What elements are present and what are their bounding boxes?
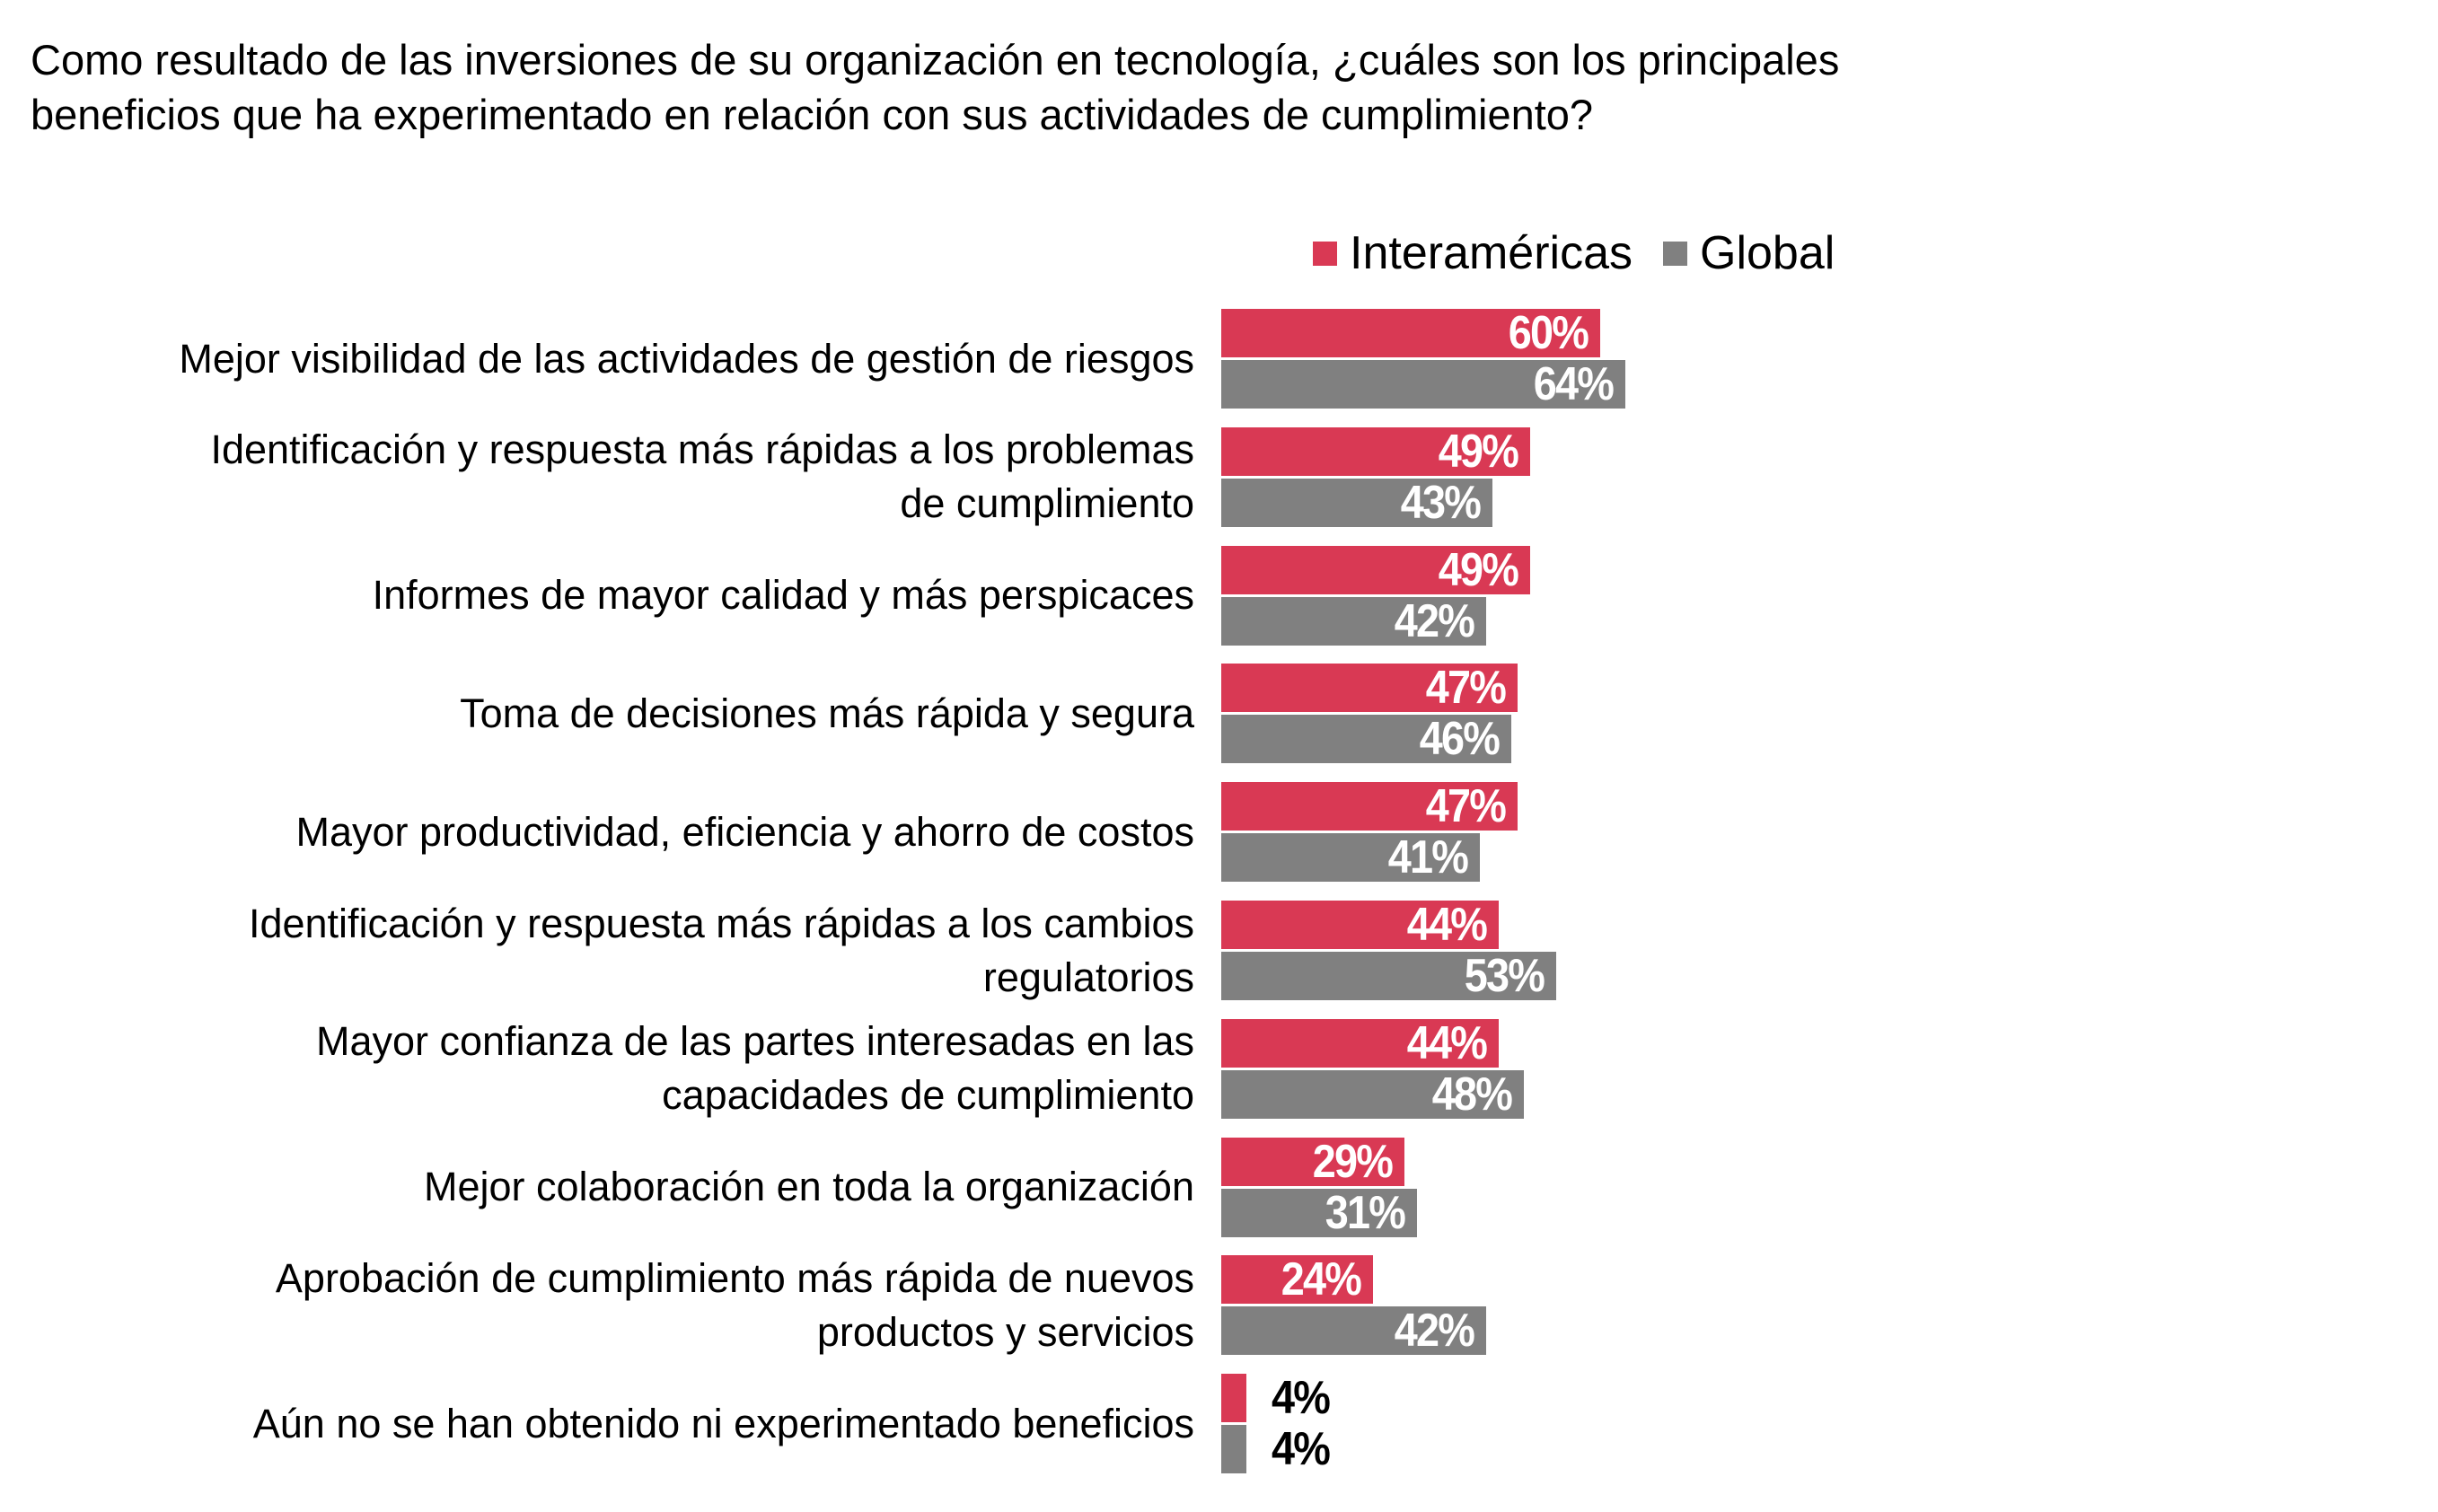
category-label-line: Mayor productividad, eficiencia y ahorro… bbox=[295, 808, 1194, 855]
legend-label: Global bbox=[1700, 227, 1835, 279]
bar-interamericas bbox=[1221, 782, 1518, 831]
category-label: Aún no se han obtenido ni experimentado … bbox=[27, 1374, 1194, 1473]
legend-swatch-global bbox=[1663, 241, 1687, 266]
category-label-line: Mejor visibilidad de las actividades de … bbox=[179, 335, 1194, 382]
data-label: 42% bbox=[1394, 594, 1475, 647]
data-label: 48% bbox=[1432, 1068, 1513, 1121]
category-label-line: Mayor confianza de las partes interesada… bbox=[315, 1018, 1194, 1065]
category-label-line: Mejor colaboración en toda la organizaci… bbox=[423, 1164, 1194, 1210]
data-label: 47% bbox=[1426, 662, 1507, 715]
data-label: 64% bbox=[1533, 358, 1615, 410]
legend-label: Interaméricas bbox=[1350, 227, 1633, 279]
category-label-line: de cumplimiento bbox=[900, 480, 1194, 527]
category-label-line: Identificación y respuesta más rápidas a… bbox=[248, 900, 1194, 946]
bar-interamericas bbox=[1221, 426, 1531, 476]
bar-interamericas bbox=[1221, 545, 1531, 594]
category-label: Aprobación de cumplimiento más rápida de… bbox=[27, 1255, 1194, 1355]
data-label: 41% bbox=[1387, 831, 1469, 884]
data-label: 24% bbox=[1281, 1253, 1361, 1306]
bar-interamericas bbox=[1221, 1018, 1500, 1068]
category-label: Identificación y respuesta más rápidas a… bbox=[27, 901, 1194, 1000]
bar-global bbox=[1221, 1306, 1487, 1356]
category-label-line: Aprobación de cumplimiento más rápida de… bbox=[275, 1254, 1194, 1301]
data-label: 49% bbox=[1439, 543, 1519, 596]
legend-swatch-interamericas bbox=[1313, 241, 1337, 266]
data-label: 49% bbox=[1439, 425, 1519, 478]
data-label: 44% bbox=[1407, 899, 1488, 951]
category-label-line: productos y servicios bbox=[816, 1308, 1194, 1355]
legend-item-global: Global bbox=[1663, 226, 1835, 280]
data-label: 4% bbox=[1272, 1423, 1331, 1476]
category-label-line: Toma de decisiones más rápida y segura bbox=[460, 690, 1194, 736]
data-label: 47% bbox=[1426, 780, 1507, 833]
legend-item-interamericas: Interaméricas bbox=[1313, 226, 1633, 280]
data-label: 31% bbox=[1325, 1186, 1406, 1239]
chart-title: Como resultado de las inversiones de su … bbox=[31, 32, 2275, 142]
bar-interamericas bbox=[1221, 1137, 1404, 1186]
category-label: Toma de decisiones más rápida y segura bbox=[27, 664, 1194, 763]
data-label: 43% bbox=[1401, 476, 1482, 529]
bar-interamericas bbox=[1221, 664, 1518, 713]
category-label: Mejor visibilidad de las actividades de … bbox=[27, 309, 1194, 409]
bar-global bbox=[1221, 360, 1625, 409]
bar-interamericas bbox=[1221, 901, 1500, 949]
legend: Interaméricas Global bbox=[1313, 226, 1865, 280]
category-label-line: regulatorios bbox=[982, 954, 1194, 1000]
category-label: Mayor productividad, eficiencia y ahorro… bbox=[27, 782, 1194, 882]
bar-global bbox=[1221, 1188, 1417, 1237]
bar-global bbox=[1221, 1069, 1525, 1119]
category-label-line: capacidades de cumplimiento bbox=[662, 1072, 1194, 1119]
category-label: Mayor confianza de las partes interesada… bbox=[27, 1018, 1194, 1119]
data-label: 42% bbox=[1394, 1305, 1475, 1358]
bar-interamericas bbox=[1221, 1374, 1247, 1423]
bar-global bbox=[1221, 952, 1556, 1000]
bar-global bbox=[1221, 478, 1493, 527]
data-label: 46% bbox=[1420, 713, 1501, 766]
category-label-line: Informes de mayor calidad y más perspica… bbox=[372, 572, 1194, 619]
bar-global bbox=[1221, 833, 1481, 883]
title-line: beneficios que ha experimentado en relac… bbox=[31, 91, 1594, 138]
category-label: Informes de mayor calidad y más perspica… bbox=[27, 546, 1194, 646]
bar-interamericas bbox=[1221, 309, 1600, 357]
bar-global bbox=[1221, 1425, 1247, 1474]
category-label-line: Identificación y respuesta más rápidas a… bbox=[210, 426, 1194, 473]
data-label: 4% bbox=[1272, 1372, 1331, 1425]
category-label-line: Aún no se han obtenido ni experimentado … bbox=[252, 1400, 1194, 1446]
category-label: Identificación y respuesta más rápidas a… bbox=[27, 426, 1194, 527]
category-label: Mejor colaboración en toda la organizaci… bbox=[27, 1138, 1194, 1237]
data-label: 44% bbox=[1407, 1016, 1488, 1069]
data-label: 53% bbox=[1464, 950, 1545, 1002]
bar-interamericas bbox=[1221, 1255, 1373, 1305]
data-label: 29% bbox=[1312, 1135, 1394, 1188]
title-line: Como resultado de las inversiones de su … bbox=[31, 36, 1840, 84]
bar-global bbox=[1221, 596, 1487, 646]
data-label: 60% bbox=[1508, 307, 1589, 359]
bar-global bbox=[1221, 715, 1512, 764]
